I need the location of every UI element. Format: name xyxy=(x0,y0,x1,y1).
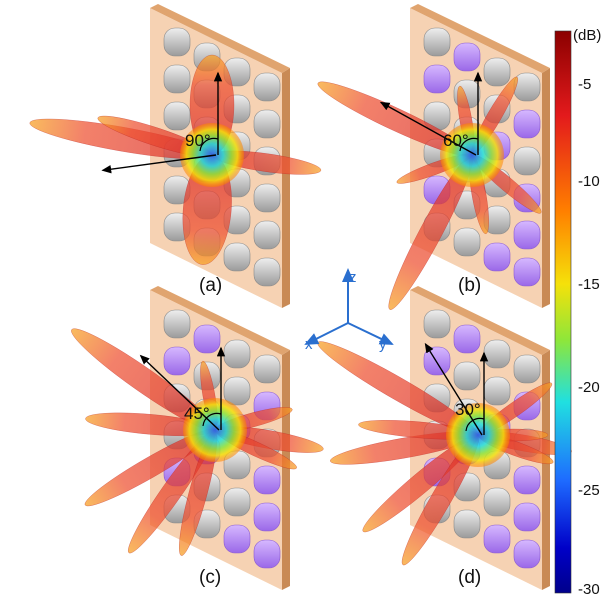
gray-unit-cell xyxy=(513,354,541,384)
gray-unit-cell xyxy=(483,57,511,87)
panel-a xyxy=(29,4,322,308)
purple-unit-cell xyxy=(483,524,511,554)
panel-b xyxy=(317,4,550,310)
purple-unit-cell xyxy=(253,465,281,495)
colorbar xyxy=(554,30,572,594)
gray-unit-cell xyxy=(453,361,481,391)
panel-c xyxy=(71,286,324,590)
colorbar-tick: -10 xyxy=(578,173,600,190)
gray-unit-cell xyxy=(223,242,251,272)
gray-unit-cell xyxy=(163,27,191,57)
purple-unit-cell xyxy=(513,539,541,569)
gray-unit-cell xyxy=(253,183,281,213)
gray-unit-cell xyxy=(453,227,481,257)
gray-unit-cell xyxy=(253,72,281,102)
purple-unit-cell xyxy=(513,220,541,250)
x-axis xyxy=(304,322,349,345)
gray-unit-cell xyxy=(223,487,251,517)
purple-unit-cell xyxy=(513,109,541,139)
angle-arc xyxy=(459,137,479,152)
gray-unit-cell xyxy=(423,27,451,57)
colorbar-tick: -20 xyxy=(578,379,600,396)
plate-top-edge xyxy=(150,286,290,355)
x-axis-label: x xyxy=(305,336,313,353)
gray-unit-cell xyxy=(163,101,191,131)
colorbar-tick: -15 xyxy=(578,276,600,293)
purple-unit-cell xyxy=(453,324,481,354)
purple-unit-cell xyxy=(513,465,541,495)
plate-edge xyxy=(542,350,550,590)
plate-edge xyxy=(282,350,290,590)
plate-edge xyxy=(282,68,290,308)
z-axis-label: z xyxy=(349,269,357,286)
purple-unit-cell xyxy=(253,502,281,532)
colorbar-tick: -25 xyxy=(578,482,600,499)
purple-unit-cell xyxy=(453,42,481,72)
gray-unit-cell xyxy=(223,339,251,369)
gray-unit-cell xyxy=(223,376,251,406)
plate-edge xyxy=(542,68,550,308)
purple-unit-cell xyxy=(423,346,451,376)
panel-b-angle: 60° xyxy=(443,131,469,150)
colorbar-unit: (dB) xyxy=(573,27,602,44)
gray-unit-cell xyxy=(483,339,511,369)
panel-c-label: (c) xyxy=(199,567,222,588)
gray-unit-cell xyxy=(253,354,281,384)
purple-unit-cell xyxy=(163,346,191,376)
purple-unit-cell xyxy=(423,64,451,94)
purple-unit-cell xyxy=(223,524,251,554)
gray-unit-cell xyxy=(453,509,481,539)
beam-direction-arrow xyxy=(139,354,220,431)
y-axis xyxy=(347,322,394,345)
pattern-core xyxy=(440,123,504,187)
plate-top-edge xyxy=(150,4,290,73)
gray-unit-cell xyxy=(253,257,281,287)
beam-direction-arrow xyxy=(101,154,217,174)
purple-unit-cell xyxy=(483,242,511,272)
panel-b-label: (b) xyxy=(458,275,482,296)
panel-d xyxy=(317,286,572,590)
panel-a-label: (a) xyxy=(199,275,223,296)
panel-d-label: (d) xyxy=(458,567,482,588)
gray-unit-cell xyxy=(513,72,541,102)
gray-unit-cell xyxy=(423,309,451,339)
purple-unit-cell xyxy=(253,539,281,569)
gray-unit-cell xyxy=(513,146,541,176)
gray-unit-cell xyxy=(253,109,281,139)
gray-unit-cell xyxy=(163,309,191,339)
gray-unit-cell xyxy=(483,376,511,406)
purple-unit-cell xyxy=(513,502,541,532)
pattern-core xyxy=(446,403,510,467)
panel-a-angle: 90° xyxy=(185,131,211,150)
plate-top-edge xyxy=(410,286,550,355)
purple-unit-cell xyxy=(193,324,221,354)
coordinate-axes xyxy=(304,268,394,345)
angle-arc xyxy=(199,137,219,152)
gray-unit-cell xyxy=(483,487,511,517)
panel-d-angle: 30° xyxy=(455,400,481,419)
angle-arc xyxy=(465,417,485,432)
colorbar-tick: -5 xyxy=(578,76,592,93)
pattern-core xyxy=(183,398,247,462)
panel-c-angle: 45° xyxy=(184,404,210,423)
beam-direction-arrow xyxy=(379,101,477,156)
purple-unit-cell xyxy=(513,257,541,287)
angle-arc xyxy=(202,412,222,427)
gray-unit-cell xyxy=(253,220,281,250)
y-axis-label: y xyxy=(379,336,387,353)
plate-top-edge xyxy=(410,4,550,73)
colorbar-tick: -30 xyxy=(578,581,600,598)
gray-unit-cell xyxy=(163,64,191,94)
